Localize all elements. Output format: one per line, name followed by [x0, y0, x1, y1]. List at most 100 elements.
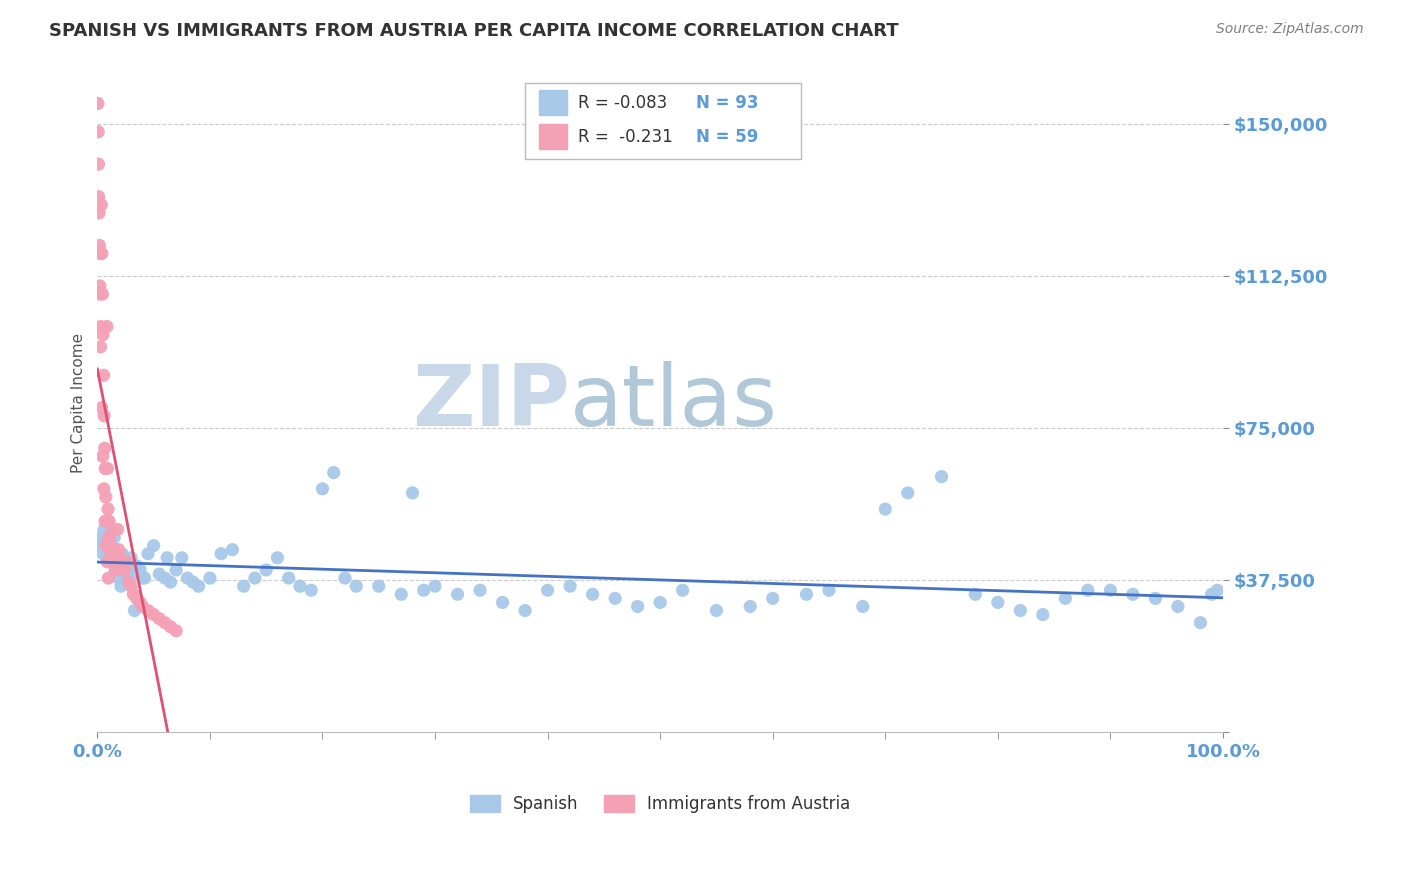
- Point: [122, 567, 145, 582]
- Point: [401, 486, 423, 500]
- Point: [818, 583, 841, 598]
- Point: [94, 514, 117, 528]
- Point: [112, 563, 135, 577]
- Point: [322, 466, 344, 480]
- Point: [112, 555, 135, 569]
- Point: [94, 490, 117, 504]
- Text: R =  -0.231: R = -0.231: [578, 128, 672, 146]
- Point: [100, 547, 122, 561]
- Point: [1144, 591, 1167, 606]
- Point: [125, 591, 148, 606]
- Point: [91, 547, 114, 561]
- Point: [87, 190, 110, 204]
- Point: [288, 579, 311, 593]
- Point: [311, 482, 333, 496]
- Point: [134, 571, 156, 585]
- Point: [103, 531, 125, 545]
- Point: [232, 579, 254, 593]
- Point: [89, 246, 111, 260]
- FancyBboxPatch shape: [538, 90, 567, 115]
- Point: [87, 96, 110, 111]
- Point: [101, 522, 124, 536]
- Point: [852, 599, 875, 614]
- Point: [87, 125, 110, 139]
- Point: [333, 571, 356, 585]
- Point: [105, 550, 128, 565]
- Point: [987, 595, 1010, 609]
- Point: [1032, 607, 1054, 622]
- Point: [344, 579, 367, 593]
- Point: [96, 319, 118, 334]
- Point: [931, 469, 953, 483]
- Point: [93, 522, 115, 536]
- Point: [94, 531, 117, 545]
- Point: [89, 238, 111, 252]
- FancyBboxPatch shape: [538, 124, 567, 150]
- Point: [122, 587, 145, 601]
- Point: [299, 583, 322, 598]
- Point: [94, 461, 117, 475]
- Point: [96, 555, 118, 569]
- Point: [89, 287, 111, 301]
- Point: [627, 599, 650, 614]
- Point: [93, 368, 115, 383]
- Point: [100, 539, 122, 553]
- Point: [165, 624, 187, 638]
- Point: [266, 550, 288, 565]
- Point: [129, 595, 152, 609]
- Point: [131, 571, 153, 585]
- Point: [111, 547, 134, 561]
- Point: [97, 571, 120, 585]
- Point: [87, 206, 110, 220]
- Point: [148, 567, 170, 582]
- Point: [740, 599, 762, 614]
- Point: [89, 340, 111, 354]
- Point: [97, 531, 120, 545]
- Point: [91, 287, 114, 301]
- Point: [367, 579, 389, 593]
- Point: [98, 514, 121, 528]
- Point: [107, 542, 129, 557]
- Point: [103, 555, 125, 569]
- Point: [87, 157, 110, 171]
- Point: [1099, 583, 1122, 598]
- Point: [221, 542, 243, 557]
- Point: [89, 279, 111, 293]
- Point: [96, 542, 118, 557]
- Point: [93, 409, 115, 423]
- Point: [96, 461, 118, 475]
- Text: atlas: atlas: [569, 361, 778, 444]
- Point: [110, 579, 132, 593]
- Point: [176, 571, 198, 585]
- Text: R = -0.083: R = -0.083: [578, 94, 668, 112]
- Point: [90, 198, 112, 212]
- Point: [1201, 587, 1223, 601]
- Point: [187, 579, 209, 593]
- Point: [125, 558, 148, 573]
- Point: [136, 547, 159, 561]
- Point: [513, 603, 536, 617]
- Point: [181, 575, 204, 590]
- Point: [243, 571, 266, 585]
- Point: [170, 550, 193, 565]
- Point: [131, 599, 153, 614]
- Point: [159, 575, 181, 590]
- Point: [91, 450, 114, 464]
- Point: [107, 571, 129, 585]
- Point: [96, 547, 118, 561]
- Point: [108, 563, 131, 577]
- Point: [209, 547, 232, 561]
- Point: [706, 603, 728, 617]
- Point: [90, 319, 112, 334]
- Point: [115, 555, 138, 569]
- Text: Source: ZipAtlas.com: Source: ZipAtlas.com: [1216, 22, 1364, 37]
- Point: [153, 571, 176, 585]
- Point: [101, 547, 124, 561]
- Point: [115, 571, 138, 585]
- Point: [650, 595, 672, 609]
- Point: [94, 539, 117, 553]
- Point: [156, 550, 179, 565]
- Point: [101, 555, 124, 569]
- Point: [111, 563, 134, 577]
- Point: [159, 620, 181, 634]
